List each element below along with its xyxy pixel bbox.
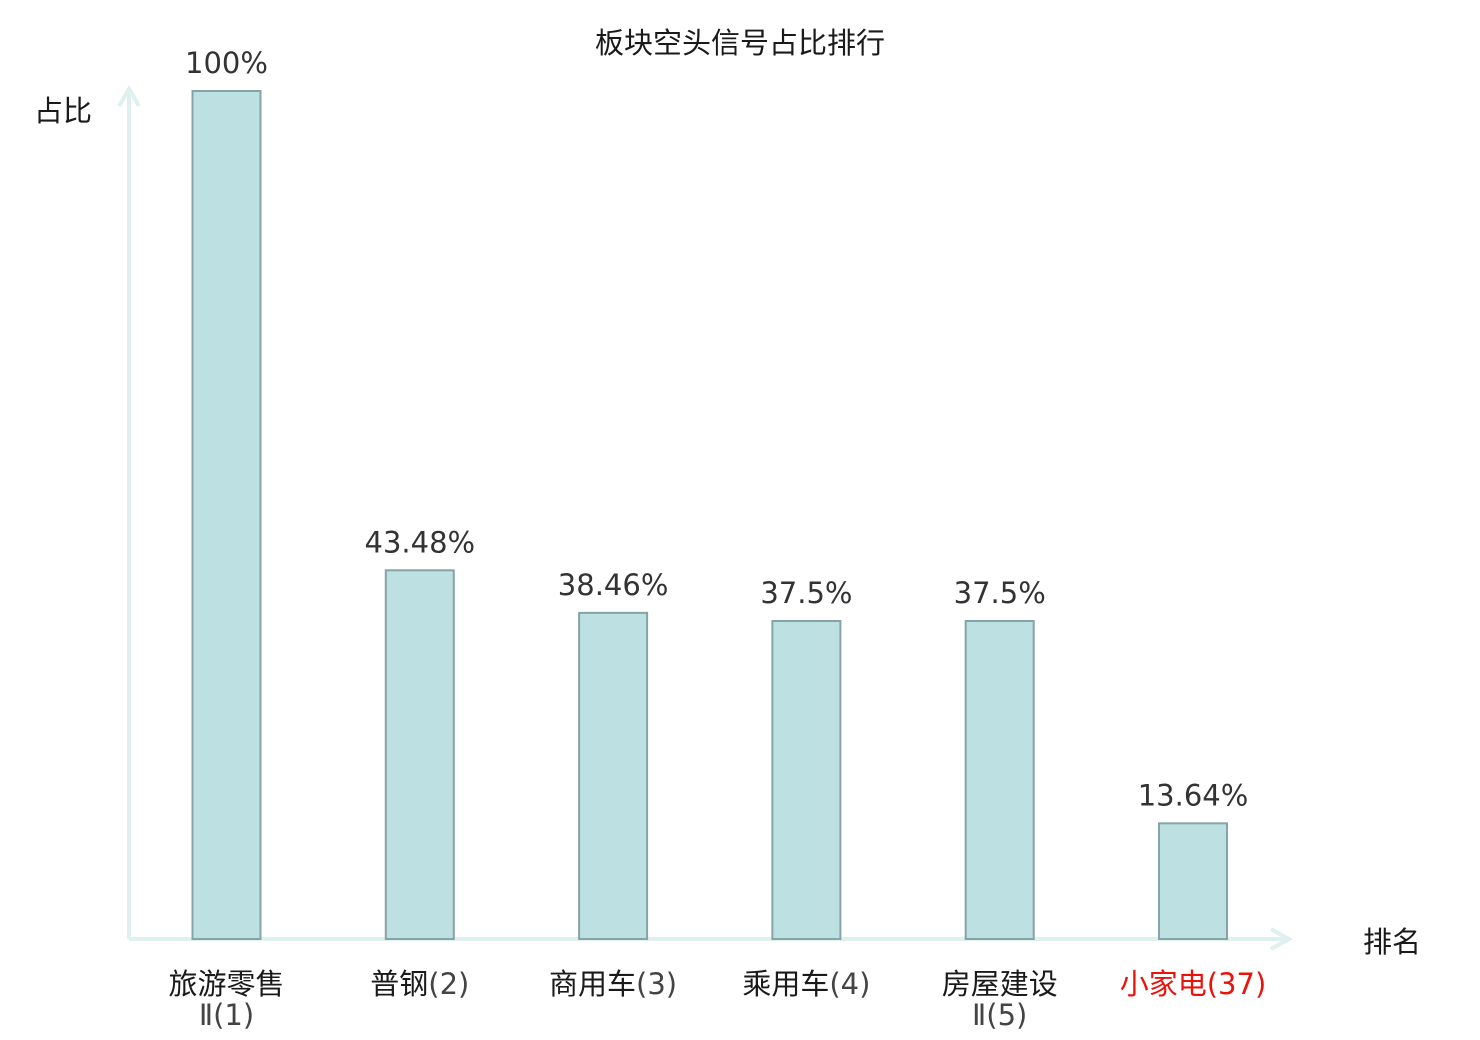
category-name: 普钢 [370, 967, 428, 1001]
x-axis-arrow [1270, 927, 1294, 951]
bar [1158, 822, 1228, 941]
value-label: 37.5% [954, 576, 1046, 610]
bar [771, 620, 842, 940]
category-label: 商用车(3) [549, 967, 677, 1001]
bars-group [191, 90, 1228, 941]
category-name: 乘用车 [742, 967, 829, 1001]
value-label: 43.48% [365, 525, 476, 559]
category-rank-line: Ⅱ(1) [199, 998, 254, 1032]
category-name: 商用车 [549, 967, 636, 1001]
category-label: 旅游零售 [168, 967, 284, 1001]
category-label: 小家电(37) [1120, 967, 1267, 1001]
value-label: 13.64% [1138, 778, 1249, 812]
category-rank: (4) [829, 967, 870, 1001]
category-label: 房屋建设 [942, 967, 1058, 1001]
category-label: 普钢(2) [370, 967, 469, 1001]
value-labels-group: 100% 43.48% 38.46% 37.5% 37.5% 13.64% [185, 46, 1248, 812]
bar [964, 620, 1035, 940]
value-label: 37.5% [760, 576, 852, 610]
y-axis-label: 占比 [34, 94, 92, 128]
category-name: 旅游零售 [168, 967, 284, 1001]
value-label: 38.46% [558, 568, 669, 602]
bar [384, 569, 455, 940]
bar [191, 90, 262, 940]
category-name: 小家电 [1120, 967, 1207, 1001]
category-rank-line: Ⅱ(5) [972, 998, 1027, 1032]
category-name: 房屋建设 [942, 967, 1058, 1001]
category-rank: (37) [1207, 967, 1267, 1001]
category-rank: (2) [428, 967, 469, 1001]
x-axis-label: 排名 [1363, 925, 1421, 959]
category-label: 乘用车(4) [742, 967, 870, 1001]
y-axis-arrow [117, 85, 141, 108]
chart-title: 板块空头信号占比排行 [595, 26, 885, 60]
axes [117, 85, 1294, 951]
category-rank: (3) [636, 967, 677, 1001]
value-label: 100% [185, 46, 268, 80]
bar [578, 611, 649, 940]
